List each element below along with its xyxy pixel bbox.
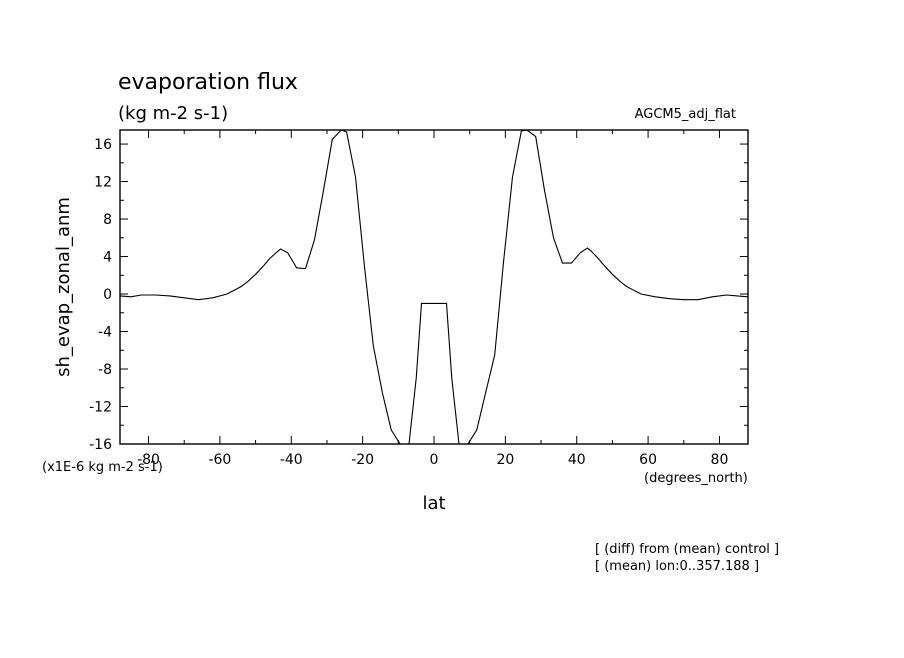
chart-units: (kg m-2 s-1) <box>118 103 228 124</box>
x-tick-label: -20 <box>351 452 374 468</box>
x-tick-label: -60 <box>208 452 231 468</box>
x-tick-label: 20 <box>496 452 514 468</box>
annotation-mean: [ (mean) lon:0..357.188 ] <box>595 559 759 574</box>
y-tick-label: 12 <box>94 175 112 191</box>
annotation-diff: [ (diff) from (mean) control ] <box>595 542 779 557</box>
y-ticks <box>120 143 748 445</box>
series-line <box>119 129 749 445</box>
y-tick-label: 4 <box>103 250 112 266</box>
y-tick-label: -8 <box>98 362 112 378</box>
y-tick-label: 16 <box>94 137 112 153</box>
y-tick-label: -16 <box>89 437 112 453</box>
y-tick-label: -12 <box>89 400 112 416</box>
x-tick-labels: -80 -60 -40 -20 0 20 40 60 80 <box>137 452 728 468</box>
x-unit-label: (degrees_north) <box>644 471 748 486</box>
y-tick-label: 0 <box>103 287 112 303</box>
y-tick-label: 8 <box>103 212 112 228</box>
y-scale-note: (x1E-6 kg m-2 s-1) <box>42 460 163 475</box>
y-tick-labels: -16 -12 -8 -4 0 4 8 12 16 <box>89 137 112 453</box>
x-ticks <box>148 130 720 444</box>
chart-title: evaporation flux <box>118 70 298 95</box>
x-tick-label: -80 <box>137 452 160 468</box>
x-axis-label: lat <box>422 493 445 514</box>
x-tick-label: -40 <box>280 452 303 468</box>
y-tick-label: -4 <box>98 325 112 341</box>
plot-frame <box>119 129 749 445</box>
x-tick-label: 0 <box>430 452 439 468</box>
x-tick-label: 60 <box>639 452 657 468</box>
y-axis-label: sh_evap_zonal_anm <box>53 197 74 377</box>
experiment-label: AGCM5_adj_flat <box>635 107 736 122</box>
x-tick-label: 40 <box>568 452 586 468</box>
x-tick-label: 80 <box>711 452 729 468</box>
